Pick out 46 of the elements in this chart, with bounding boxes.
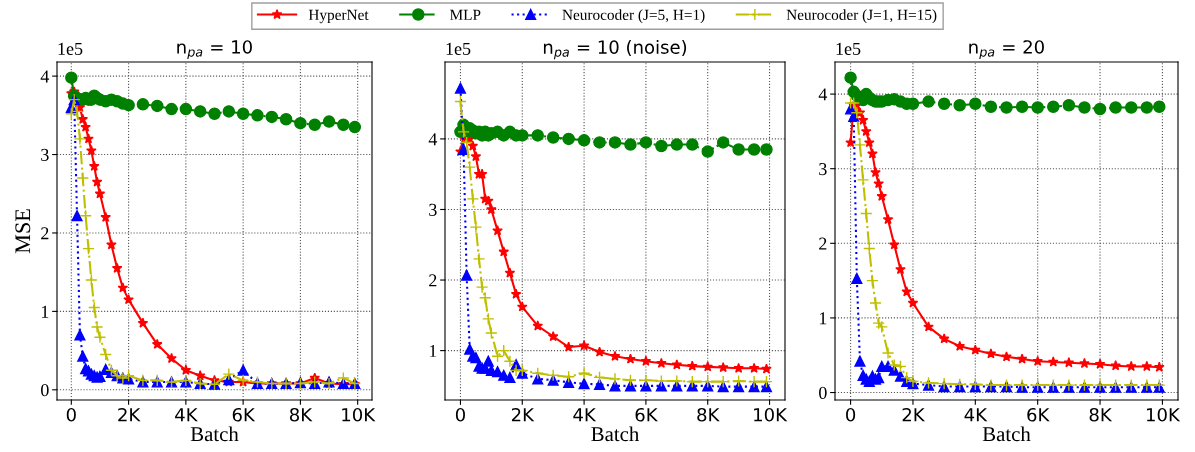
x-tick-label: 0 xyxy=(66,407,76,422)
x-tick-label: 8K xyxy=(289,407,313,422)
y-tick-label: 4 xyxy=(818,88,828,101)
x-tick-label: 8K xyxy=(1089,407,1113,422)
y-tick-label: 2 xyxy=(41,227,49,240)
y-tick-label: 4 xyxy=(40,70,50,83)
x-tick-label: 10K xyxy=(1146,407,1181,422)
y-tick-label: 3 xyxy=(819,163,827,176)
y-tick-label: 4 xyxy=(428,133,438,146)
x-axis-title: Batch xyxy=(591,426,640,442)
x-tick-label: 2K xyxy=(902,407,925,422)
x-axis-title: Batch xyxy=(190,426,239,442)
x-tick-label: 4K xyxy=(964,408,988,422)
y-tick-label: 1 xyxy=(819,312,827,325)
x-tick-label: 6K xyxy=(1027,407,1050,422)
y-tick-label: 1 xyxy=(41,305,49,318)
legend-label: Neurocoder (J=5, H=1) xyxy=(562,9,705,24)
x-tick-label: 8K xyxy=(697,407,720,422)
x-tick-label: 6K xyxy=(232,407,256,422)
chart-title: n$_{pa}$ = 10 xyxy=(177,40,252,60)
x-tick-label: 2K xyxy=(511,407,535,422)
text: 1e5 xyxy=(836,42,861,55)
x-tick-label: 10K xyxy=(754,407,788,422)
y-tick-label: 0 xyxy=(819,386,827,399)
legend-label: HyperNet xyxy=(308,9,369,24)
legend-label: Neurocoder (J=1, H=15) xyxy=(786,9,937,24)
y-axis-title: MSE xyxy=(15,209,31,254)
x-tick-label: 4K xyxy=(573,408,597,422)
y-tick-label: 0 xyxy=(41,384,49,397)
x-tick-label: 10K xyxy=(342,407,376,422)
x-axis-title: Batch xyxy=(982,426,1031,442)
x-tick-label: 2K xyxy=(118,407,141,422)
y-tick-label: 3 xyxy=(429,203,437,216)
chart-title: n$_{pa}$ = 10 (noise) xyxy=(543,39,687,60)
chart-title: n$_{pa}$ = 20 xyxy=(969,40,1044,60)
x-tick-label: 4K xyxy=(175,408,198,422)
text: 1e5 xyxy=(446,42,471,55)
x-tick-label: 0 xyxy=(846,407,856,422)
y-tick-label: 2 xyxy=(429,274,437,287)
legend-label: MLP xyxy=(450,9,481,20)
text: 1e5 xyxy=(58,42,83,55)
x-tick-label: 0 xyxy=(455,407,465,422)
y-tick-label: 1 xyxy=(429,344,437,357)
y-tick-label: 3 xyxy=(41,148,49,161)
y-tick-label: 2 xyxy=(819,237,827,250)
x-tick-label: 6K xyxy=(635,407,658,422)
